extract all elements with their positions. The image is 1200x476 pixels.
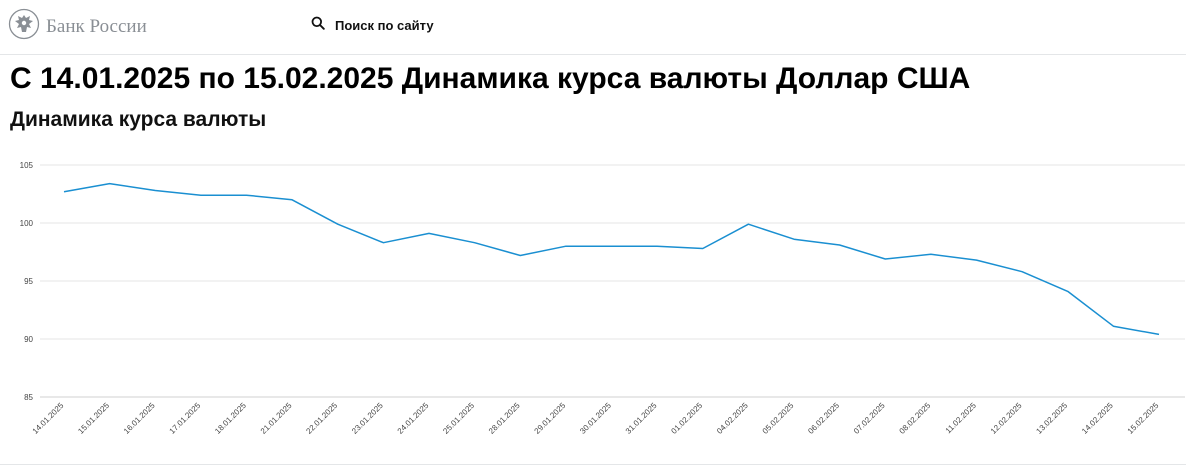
x-tick-label: 14.01.2025 <box>31 401 66 436</box>
data-point[interactable] <box>378 238 388 248</box>
x-tick-label: 11.02.2025 <box>944 401 979 436</box>
x-tick-label: 25.01.2025 <box>441 401 476 436</box>
x-tick-label: 18.01.2025 <box>213 401 248 436</box>
data-point[interactable] <box>972 255 982 265</box>
x-tick-label: 08.02.2025 <box>898 401 933 436</box>
x-tick-label: 15.01.2025 <box>76 401 111 436</box>
data-point[interactable] <box>515 250 525 260</box>
x-tick-label: 28.01.2025 <box>487 401 522 436</box>
y-tick-label: 85 <box>24 393 33 402</box>
data-point[interactable] <box>1063 286 1073 296</box>
page-title: С 14.01.2025 по 15.02.2025 Динамика курс… <box>10 62 971 95</box>
x-tick-label: 31.01.2025 <box>624 401 659 436</box>
chart-grid <box>40 164 1185 398</box>
x-tick-label: 05.02.2025 <box>761 401 796 436</box>
x-tick-label: 12.02.2025 <box>989 401 1024 436</box>
data-point[interactable] <box>333 219 343 229</box>
header-divider <box>0 54 1186 55</box>
y-tick-label: 95 <box>24 277 33 286</box>
x-tick-label: 30.01.2025 <box>578 401 613 436</box>
data-point[interactable] <box>470 238 480 248</box>
data-point[interactable] <box>287 195 297 205</box>
x-tick-label: 17.01.2025 <box>168 401 203 436</box>
bottom-divider <box>0 464 1186 465</box>
y-tick-label: 100 <box>20 219 34 228</box>
x-tick-label: 16.01.2025 <box>122 401 157 436</box>
x-tick-label: 13.02.2025 <box>1034 401 1069 436</box>
data-point[interactable] <box>743 219 753 229</box>
data-point[interactable] <box>105 179 115 189</box>
data-point[interactable] <box>150 186 160 196</box>
site-search-button[interactable]: Поиск по сайту <box>311 16 434 35</box>
x-tick-label: 07.02.2025 <box>852 401 887 436</box>
data-point[interactable] <box>1017 267 1027 277</box>
data-point[interactable] <box>652 241 662 251</box>
x-tick-label: 15.02.2025 <box>1126 401 1161 436</box>
x-tick-label: 21.01.2025 <box>259 401 294 436</box>
data-point[interactable] <box>698 244 708 254</box>
data-point[interactable] <box>424 228 434 238</box>
y-tick-label: 105 <box>20 161 34 170</box>
x-tick-label: 22.01.2025 <box>304 401 339 436</box>
data-point[interactable] <box>607 241 617 251</box>
search-label: Поиск по сайту <box>335 18 434 33</box>
x-tick-label: 14.02.2025 <box>1080 401 1115 436</box>
data-point[interactable] <box>196 190 206 200</box>
data-point[interactable] <box>242 190 252 200</box>
data-point[interactable] <box>835 240 845 250</box>
logo-text: Банк России <box>46 15 147 37</box>
chart-line-layer <box>59 179 1164 339</box>
y-tick-label: 90 <box>24 335 33 344</box>
eagle-emblem-icon <box>8 8 40 45</box>
data-point[interactable] <box>59 187 69 197</box>
search-icon <box>311 16 325 35</box>
site-header: Банк России Поиск по сайту <box>0 0 1200 54</box>
data-point[interactable] <box>880 254 890 264</box>
x-tick-label: 24.01.2025 <box>396 401 431 436</box>
data-point[interactable] <box>561 241 571 251</box>
series-line <box>63 182 1160 336</box>
data-point[interactable] <box>926 249 936 259</box>
x-tick-label: 01.02.2025 <box>669 401 704 436</box>
data-point[interactable] <box>1108 321 1118 331</box>
x-tick-label: 06.02.2025 <box>806 401 841 436</box>
chart-labels: 85 90 95 100 105 14.01.2025 15.01.2025 16.01.20… <box>20 161 1161 436</box>
bank-logo[interactable]: Банк России <box>8 8 147 45</box>
x-tick-label: 04.02.2025 <box>715 401 750 436</box>
data-point[interactable] <box>789 234 799 244</box>
section-title: Динамика курса валюты <box>10 108 267 131</box>
x-tick-label: 29.01.2025 <box>533 401 568 436</box>
data-point[interactable] <box>1154 329 1164 339</box>
exchange-rate-chart: 85 90 95 100 105 14.01.2025 15.01.2025 16.01.20… <box>20 161 1185 436</box>
x-tick-label: 23.01.2025 <box>350 401 385 436</box>
